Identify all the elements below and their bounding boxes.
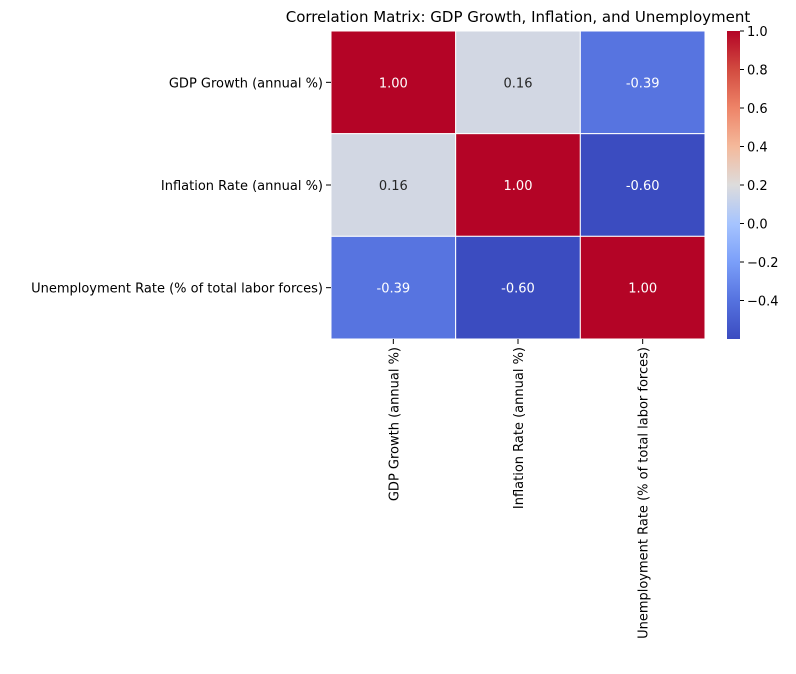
heatmap-cell-r0-c0 (330, 30, 457, 135)
heatmap-cell-r0-c2 (579, 30, 706, 135)
heatmap-cells (330, 30, 706, 340)
colorbar-tick-label: 0.4 (747, 141, 768, 156)
heatmap-annotation-r1-c1: 1.00 (504, 179, 533, 194)
column-tick-labels: GDP Growth (annual %) Inflation Rate (ann… (387, 339, 652, 639)
heatmap-cell-r1-c1 (455, 133, 581, 237)
column-label: Unemployment Rate (% of total labor forc… (637, 347, 652, 639)
heatmap-cell-r0-c1 (455, 30, 581, 135)
heatmap-annotation-r2-c0: -0.39 (377, 282, 411, 297)
heatmap-annotation-r2-c2: 1.00 (628, 282, 657, 297)
colorbar-tick-label: −0.2 (747, 256, 779, 271)
heatmap-annotation-r0-c1: 0.16 (504, 76, 533, 91)
heatmap-annotation-r0-c2: -0.39 (626, 76, 660, 91)
colorbar (727, 31, 740, 339)
colorbar-tick-label: 0.6 (747, 102, 768, 117)
colorbar-ticks: 1.0 0.8 0.6 0.4 0.2 0.0 −0.2 −0.4 (740, 25, 779, 310)
colorbar-tick-label: 1.0 (747, 25, 768, 40)
row-label: Inflation Rate (annual %) (161, 179, 323, 194)
heatmap-cell-r2-c1 (455, 235, 581, 340)
chart-title: Correlation Matrix: GDP Growth, Inflatio… (286, 8, 751, 26)
colorbar-tick-label: −0.4 (747, 295, 779, 310)
heatmap-annotation-r2-c1: -0.60 (501, 282, 535, 297)
heatmap-annotation-r1-c0: 0.16 (379, 179, 408, 194)
heatmap-annotation-r1-c2: -0.60 (626, 179, 660, 194)
heatmap-cell-r1-c0 (330, 133, 457, 237)
colorbar-tick-label: 0.0 (747, 218, 768, 233)
row-label: GDP Growth (annual %) (169, 76, 323, 91)
colorbar-tick-label: 0.8 (747, 64, 768, 79)
heatmap-cell-r1-c2 (579, 133, 706, 237)
row-tick-labels: GDP Growth (annual %) Inflation Rate (ann… (31, 76, 331, 297)
colorbar-tick-label: 0.2 (747, 179, 768, 194)
column-label: GDP Growth (annual %) (387, 347, 402, 501)
heatmap-annotations: 1.00 0.16 -0.39 0.16 1.00 -0.60 -0.39 -0.60 1.00 (377, 76, 660, 296)
row-label: Unemployment Rate (% of total labor forc… (31, 282, 323, 297)
heatmap-annotation-r0-c0: 1.00 (379, 76, 408, 91)
column-label: Inflation Rate (annual %) (512, 347, 527, 509)
